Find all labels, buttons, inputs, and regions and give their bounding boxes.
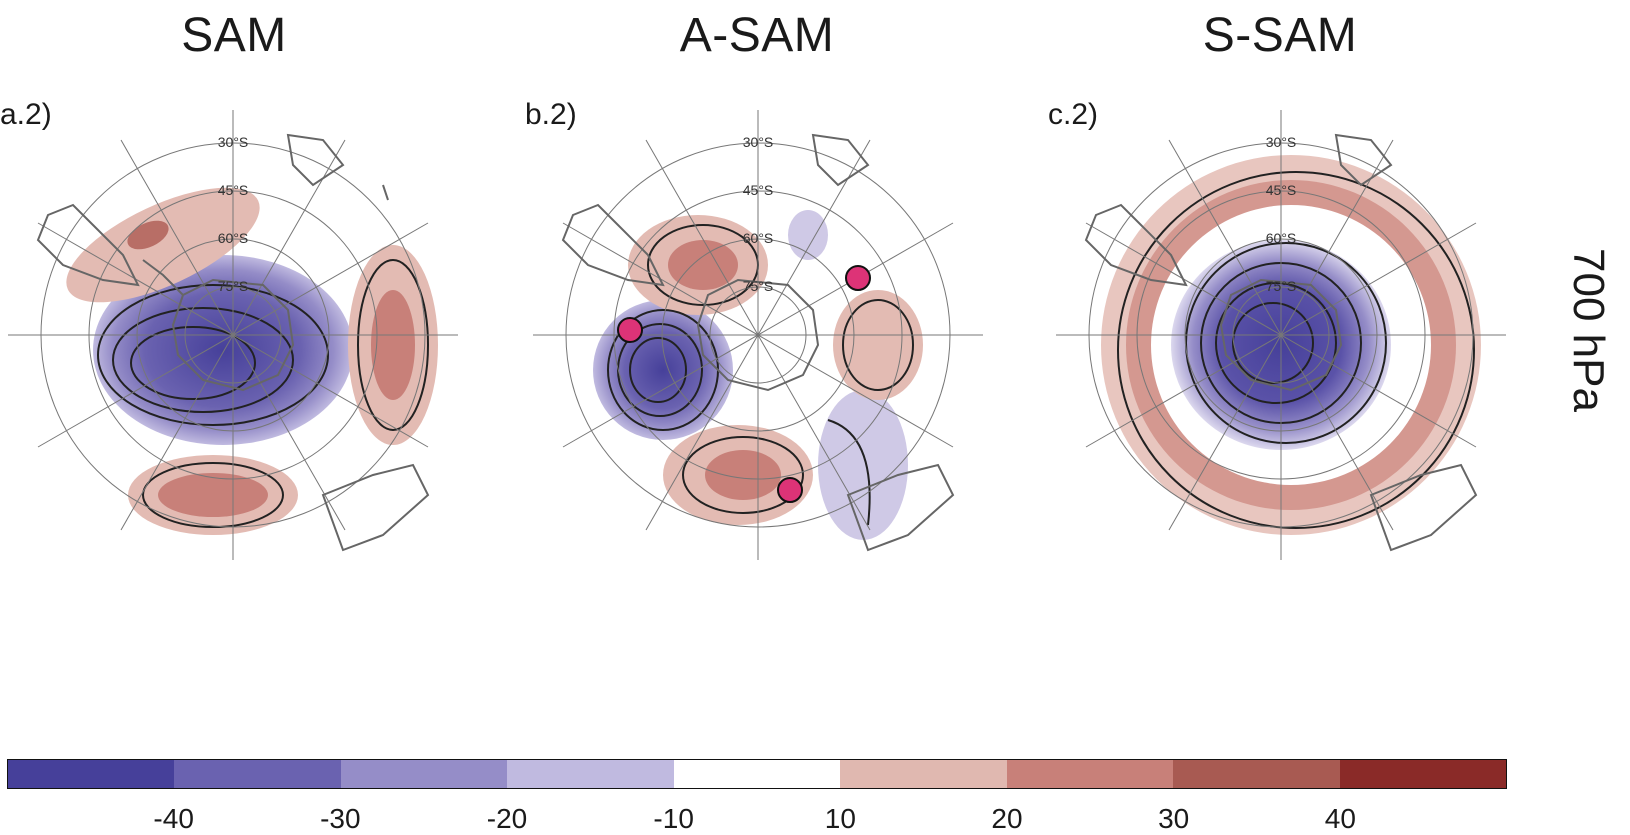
colorbar-tick-label: 30 — [1158, 803, 1190, 834]
colorbar-segment — [1173, 760, 1340, 788]
panel-title-sam: SAM — [181, 9, 287, 62]
coastlines — [1084, 133, 1478, 552]
map-panel-sam: 30°S 45°S 60°S 75°S — [8, 110, 458, 560]
panel-label-c: c.2) — [1048, 98, 1099, 131]
colorbar-tick-label: 10 — [824, 803, 856, 834]
colorbar-segment — [840, 760, 1007, 788]
map-panel-a-sam: 30°S 45°S 60°S 75°S — [533, 110, 983, 560]
colorbar-segment — [340, 760, 508, 788]
colorbar-tick-label: -30 — [320, 803, 361, 834]
colorbar-tick-label: -20 — [486, 803, 528, 834]
contour-lines — [97, 259, 429, 528]
anomaly-shading — [1101, 155, 1481, 535]
latitude-labels: 30°S 45°S 60°S 75°S — [1266, 134, 1297, 294]
colorbar — [7, 759, 1507, 789]
lat-label: 45°S — [1266, 182, 1297, 198]
map-panel-s-sam: 30°S 45°S 60°S 75°S — [1056, 110, 1506, 560]
grid-lines — [8, 110, 458, 560]
lat-label: 45°S — [743, 182, 774, 198]
panel-title-a-sam: A-SAM — [679, 9, 835, 62]
lat-label: 30°S — [743, 134, 774, 150]
lat-label: 60°S — [743, 230, 774, 246]
colorbar-segment — [174, 760, 341, 788]
grid-lines — [1056, 110, 1506, 560]
anomaly-shading — [66, 187, 438, 535]
grid-lines — [533, 110, 983, 560]
lat-label: 30°S — [218, 134, 249, 150]
latitude-labels: 30°S 45°S 60°S 75°S — [218, 134, 249, 294]
latitude-labels: 30°S 45°S 60°S 75°S — [743, 134, 774, 294]
colorbar-segment — [1339, 760, 1506, 788]
lat-label: 75°S — [1266, 278, 1297, 294]
colorbar-segment — [673, 760, 841, 788]
panel-label-b: b.2) — [525, 98, 577, 131]
colorbar-segment — [507, 760, 674, 788]
colorbar-tick-label: 40 — [1324, 803, 1356, 834]
coastlines — [36, 133, 430, 552]
pressure-level-label: 700 hPa — [1564, 248, 1613, 412]
colorbar-tick-label: -40 — [153, 803, 194, 834]
station-marker — [777, 477, 803, 503]
lat-label: 30°S — [1266, 134, 1297, 150]
station-marker — [617, 317, 643, 343]
panel-label-a: a.2) — [0, 98, 52, 131]
lat-label: 75°S — [218, 278, 249, 294]
station-markers — [617, 265, 871, 503]
colorbar-tick-label: 20 — [991, 803, 1023, 834]
colorbar-segment — [1006, 760, 1174, 788]
colorbar-segment — [8, 760, 175, 788]
station-marker — [845, 265, 871, 291]
panel-title-s-sam: S-SAM — [1202, 9, 1358, 62]
lat-label: 75°S — [743, 278, 774, 294]
lat-label: 60°S — [218, 230, 249, 246]
lat-label: 45°S — [218, 182, 249, 198]
colorbar-tick-label: -10 — [653, 803, 694, 834]
lat-label: 60°S — [1266, 230, 1297, 246]
coastlines — [561, 133, 955, 552]
